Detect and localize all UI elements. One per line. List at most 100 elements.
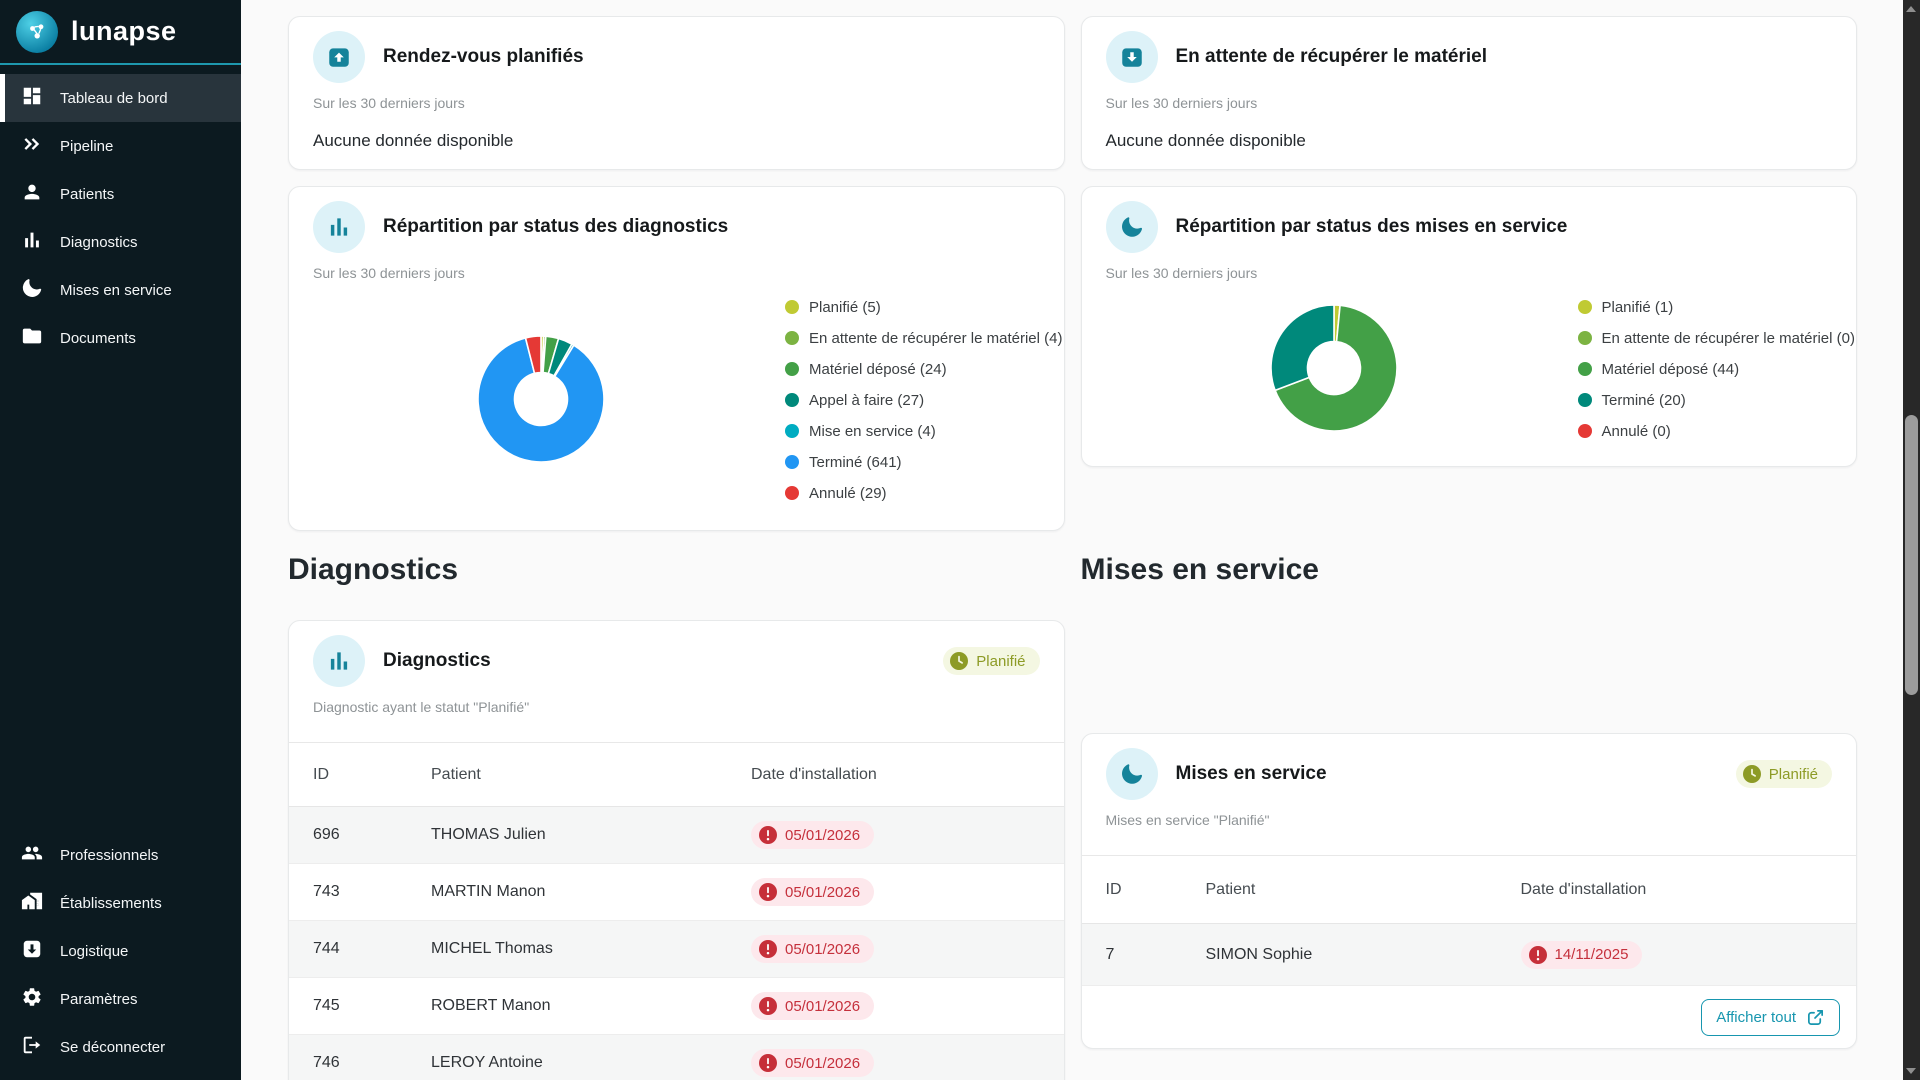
table-row[interactable]: 745 ROBERT Manon 05/01/2026 xyxy=(289,978,1064,1035)
donut-chart-mises xyxy=(1269,304,1398,432)
cell-date: 05/01/2026 xyxy=(751,992,1040,1020)
bar-chart-icon xyxy=(330,218,348,236)
legend-item[interactable]: Matériel déposé (44) xyxy=(1577,358,1855,380)
card-title: Rendez-vous planifiés xyxy=(383,46,584,67)
cell-date: 05/01/2026 xyxy=(751,1049,1040,1077)
legend-dot xyxy=(785,455,799,469)
cell-patient: THOMAS Julien xyxy=(431,826,546,843)
moon-icon xyxy=(1121,764,1142,784)
legend-dot xyxy=(785,424,799,438)
lunapse-logo-icon xyxy=(16,10,58,53)
legend-item[interactable]: Planifié (5) xyxy=(785,296,1062,318)
date-alert-pill: 05/01/2026 xyxy=(751,878,875,906)
legend-dot xyxy=(1577,362,1592,376)
icon-circle xyxy=(1105,31,1158,83)
logo-text: lunapse xyxy=(71,16,177,46)
empty-state-text: Aucune donnée disponible xyxy=(313,131,514,150)
date-text: 05/01/2026 xyxy=(785,940,861,958)
sidebar-item-label: Tableau de bord xyxy=(60,89,168,107)
legend-label: Appel à faire (27) xyxy=(809,391,925,409)
card-header: Répartition par status des diagnostics xyxy=(289,201,1064,253)
sidebar-item-label: Professionnels xyxy=(60,846,159,864)
sidebar-item-parametres[interactable]: Paramètres xyxy=(0,975,241,1023)
cell-id: 696 xyxy=(313,826,340,843)
divider xyxy=(1081,855,1856,856)
scrollbar-thumb[interactable] xyxy=(1905,415,1918,695)
legend-item[interactable]: Appel à faire (27) xyxy=(785,389,1062,411)
logout-icon xyxy=(21,1034,43,1060)
sidebar-item-logistique[interactable]: Logistique xyxy=(0,927,241,975)
legend-item[interactable]: Matériel déposé (24) xyxy=(785,358,1062,380)
person-icon xyxy=(21,181,43,207)
clock-icon xyxy=(950,652,969,670)
table-row[interactable]: 744 MICHEL Thomas 05/01/2026 xyxy=(289,921,1064,978)
legend-label: Annulé (29) xyxy=(809,484,887,502)
sidebar-item-label: Établissements xyxy=(60,894,162,912)
donut-chart-diagnostics xyxy=(477,335,605,463)
cell-id: 744 xyxy=(313,940,340,957)
legend-label: Annulé (0) xyxy=(1601,422,1671,440)
scroll-down-arrow[interactable] xyxy=(1906,1068,1916,1074)
legend-label: Planifié (1) xyxy=(1601,298,1674,316)
date-alert-pill: 14/11/2025 xyxy=(1520,940,1643,969)
sidebar-item-mises-en-service[interactable]: Mises en service xyxy=(0,266,241,314)
date-text: 05/01/2026 xyxy=(785,997,861,1015)
alert-icon xyxy=(759,1054,777,1072)
legend-item[interactable]: En attente de récupérer le matériel (4) xyxy=(785,327,1062,349)
table-row[interactable]: 7 SIMON Sophie 14/11/2025 xyxy=(1081,924,1856,986)
legend-dot xyxy=(785,486,799,500)
legend-item[interactable]: En attente de récupérer le matériel (0) xyxy=(1577,327,1855,349)
table-row[interactable]: 743 MARTIN Manon 05/01/2026 xyxy=(289,864,1064,921)
cell-id: 7 xyxy=(1105,945,1115,963)
sidebar-item-documents[interactable]: Documents xyxy=(0,314,241,362)
sidebar-item-pipeline[interactable]: Pipeline xyxy=(0,122,241,170)
legend-item[interactable]: Annulé (0) xyxy=(1577,420,1855,442)
card-title: En attente de récupérer le matériel xyxy=(1175,46,1488,67)
legend-dot xyxy=(1577,393,1592,407)
sidebar-item-tableau-de-bord[interactable]: Tableau de bord xyxy=(0,74,241,122)
legend-item[interactable]: Terminé (20) xyxy=(1577,389,1855,411)
sidebar-item-label: Paramètres xyxy=(60,990,138,1008)
legend-item[interactable]: Annulé (29) xyxy=(785,482,1062,504)
legend-item[interactable]: Terminé (641) xyxy=(785,451,1062,473)
main-content: Rendez-vous planifiés Sur les 30 dernier… xyxy=(241,0,1903,1080)
scroll-up-arrow[interactable] xyxy=(1906,6,1916,12)
sidebar-item-diagnostics[interactable]: Diagnostics xyxy=(0,218,241,266)
card-subtitle: Mises en service "Planifié" xyxy=(1105,812,1270,828)
bar-chart-icon xyxy=(21,229,43,255)
badge-label: Planifié xyxy=(1768,765,1818,783)
divider xyxy=(289,742,1064,743)
chart-title: Répartition par status des diagnostics xyxy=(383,216,729,237)
sidebar-item-label: Documents xyxy=(60,329,136,347)
legend-item[interactable]: Planifié (1) xyxy=(1577,296,1855,318)
scrollbar[interactable] xyxy=(1903,0,1920,1080)
double-chevron-icon xyxy=(21,133,43,159)
legend-dot xyxy=(785,393,799,407)
icon-circle xyxy=(1105,201,1158,253)
chart-legend: Planifié (5) En attente de récupérer le m… xyxy=(785,296,1062,504)
show-all-label: Afficher tout xyxy=(1716,1008,1796,1026)
sidebar-item-label: Diagnostics xyxy=(60,233,138,251)
sidebar-item-patients[interactable]: Patients xyxy=(0,170,241,218)
building-icon xyxy=(21,890,43,916)
alert-icon xyxy=(1528,945,1547,964)
table-row[interactable]: 746 LEROY Antoine 05/01/2026 xyxy=(289,1035,1064,1080)
legend-item[interactable]: Mise en service (4) xyxy=(785,420,1062,442)
card-header: Diagnostics Planifié xyxy=(289,635,1064,687)
card-header: Mises en service Planifié xyxy=(1082,748,1857,800)
card-chart-diagnostics: Répartition par status des diagnostics S… xyxy=(288,186,1065,531)
logo[interactable]: lunapse xyxy=(0,0,241,63)
table-row[interactable]: 696 THOMAS Julien 05/01/2026 xyxy=(289,807,1064,864)
people-icon xyxy=(21,842,43,868)
sidebar-item-etablissements[interactable]: Établissements xyxy=(0,879,241,927)
legend-label: Terminé (641) xyxy=(809,453,902,471)
date-alert-pill: 05/01/2026 xyxy=(751,1049,875,1077)
show-all-button[interactable]: Afficher tout xyxy=(1701,998,1840,1036)
sidebar-item-se-deconnecter[interactable]: Se déconnecter xyxy=(0,1023,241,1071)
chart-subtitle: Sur les 30 derniers jours xyxy=(1105,265,1258,281)
legend-label: Mise en service (4) xyxy=(809,422,936,440)
sidebar-item-professionnels[interactable]: Professionnels xyxy=(0,831,241,879)
cell-patient: ROBERT Manon xyxy=(431,997,551,1014)
card-en-attente: En attente de récupérer le matériel Sur … xyxy=(1080,16,1857,170)
legend-dot xyxy=(785,300,799,314)
